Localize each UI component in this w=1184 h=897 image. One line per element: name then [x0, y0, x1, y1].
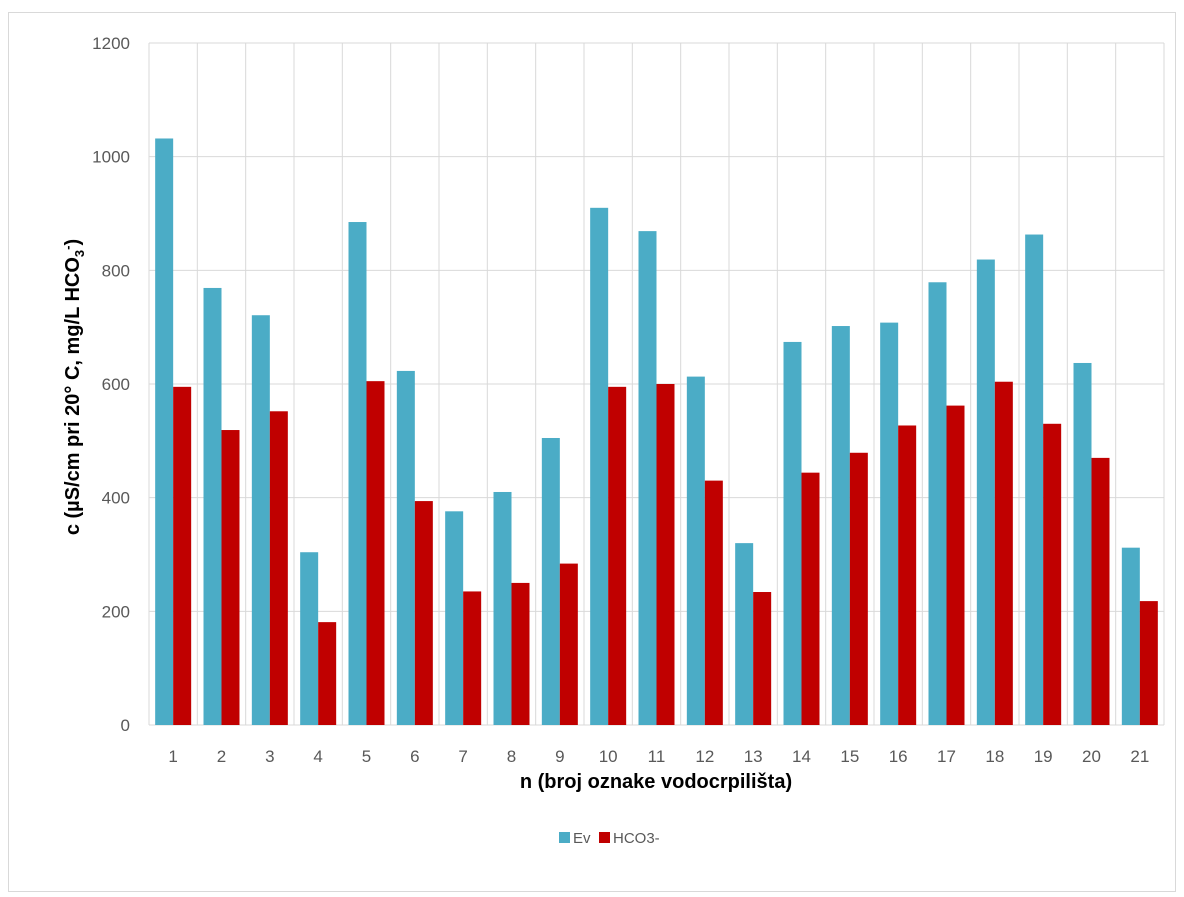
x-axis-title: n (broj oznake vodocrpilišta): [520, 771, 792, 793]
bar-hco3-12: [704, 480, 723, 725]
x-tick-label: 19: [1034, 747, 1053, 766]
x-tick-label: 6: [410, 747, 419, 766]
y-tick-label: 200: [102, 602, 130, 621]
x-tick-label: 16: [889, 747, 908, 766]
y-tick-label: 1000: [92, 148, 130, 167]
bar-ev-6: [396, 370, 415, 725]
bar-hco3-1: [173, 386, 192, 725]
bar-ev-10: [590, 207, 609, 726]
bar-ev-1: [155, 138, 174, 726]
bar-ev-21: [1121, 547, 1140, 725]
bar-ev-14: [783, 341, 802, 725]
legend: Ev HCO3-: [559, 830, 660, 847]
x-tick-label: 15: [840, 747, 859, 766]
bar-hco3-10: [608, 386, 627, 725]
bar-hco3-17: [946, 405, 965, 725]
y-axis-title: c (µS/cm pri 20° C, mg/L HCO3-): [60, 239, 87, 535]
bar-hco3-15: [849, 452, 868, 725]
x-tick-label: 5: [362, 747, 371, 766]
y-tick-label: 600: [102, 375, 130, 394]
x-tick-label: 14: [792, 747, 811, 766]
x-tick-label: 9: [555, 747, 564, 766]
bar-ev-8: [493, 491, 512, 725]
y-tick-label: 0: [121, 716, 130, 735]
bar-hco3-16: [898, 425, 917, 725]
y-tick-label: 400: [102, 489, 130, 508]
x-tick-label: 3: [265, 747, 274, 766]
legend-swatch-hco3: [599, 832, 610, 843]
bar-hco3-3: [269, 411, 288, 725]
x-tick-label: 21: [1130, 747, 1149, 766]
bar-ev-17: [928, 282, 947, 725]
y-axis-title-subscript: 3: [72, 250, 87, 257]
x-tick-label: 13: [744, 747, 763, 766]
x-tick-label: 4: [313, 747, 322, 766]
bar-ev-13: [735, 543, 754, 725]
bar-hco3-19: [1043, 423, 1062, 725]
bar-ev-4: [300, 552, 319, 725]
bar-hco3-9: [559, 563, 578, 725]
bar-hco3-6: [414, 501, 433, 725]
bars: [155, 138, 1158, 726]
x-tick-label: 10: [599, 747, 618, 766]
y-tick-label: 800: [102, 261, 130, 280]
bar-hco3-8: [511, 582, 530, 725]
bar-hco3-20: [1091, 457, 1110, 725]
bar-ev-15: [831, 326, 850, 725]
bar-hco3-7: [463, 591, 482, 725]
x-tick-label: 7: [458, 747, 467, 766]
bar-ev-11: [638, 231, 657, 725]
x-tick-label: 12: [695, 747, 714, 766]
bar-hco3-4: [318, 622, 337, 725]
bar-ev-20: [1073, 362, 1092, 725]
y-axis-title-superscript: -: [60, 245, 75, 249]
legend-label-hco3: HCO3-: [613, 830, 660, 847]
bar-ev-18: [976, 259, 995, 725]
x-tick-label: 20: [1082, 747, 1101, 766]
x-tick-label: 17: [937, 747, 956, 766]
bar-hco3-5: [366, 381, 385, 725]
bar-hco3-11: [656, 384, 675, 725]
x-tick-label: 8: [507, 747, 516, 766]
x-axis-ticks: 1 2 3 4 5 6 7 8 9 10 11 12 13 14 15 16 17 18 19 20 21: [168, 747, 1149, 766]
bar-ev-12: [686, 376, 705, 725]
x-tick-label: 1: [168, 747, 177, 766]
bar-hco3-13: [753, 592, 772, 725]
bar-hco3-18: [994, 381, 1013, 725]
bar-ev-9: [541, 437, 560, 725]
x-tick-label: 11: [648, 747, 666, 766]
bar-ev-5: [348, 222, 367, 725]
x-tick-label: 18: [985, 747, 1004, 766]
bar-hco3-14: [801, 472, 820, 725]
legend-label-ev: Ev: [573, 830, 591, 847]
bar-hco3-21: [1139, 601, 1158, 725]
y-axis-title-main: c (µS/cm pri 20° C, mg/L HCO: [62, 257, 84, 535]
y-axis-ticks: 0 200 400 600 800 1000 1200: [92, 34, 130, 735]
y-axis-title-end: ): [62, 239, 84, 246]
y-tick-label: 1200: [92, 34, 130, 53]
bar-ev-16: [880, 322, 899, 725]
bar-ev-2: [203, 287, 222, 725]
legend-swatch-ev: [559, 832, 570, 843]
bar-ev-19: [1025, 234, 1044, 726]
bar-ev-3: [251, 315, 270, 725]
x-tick-label: 2: [217, 747, 226, 766]
bar-ev-7: [445, 511, 464, 725]
bar-hco3-2: [221, 430, 240, 725]
